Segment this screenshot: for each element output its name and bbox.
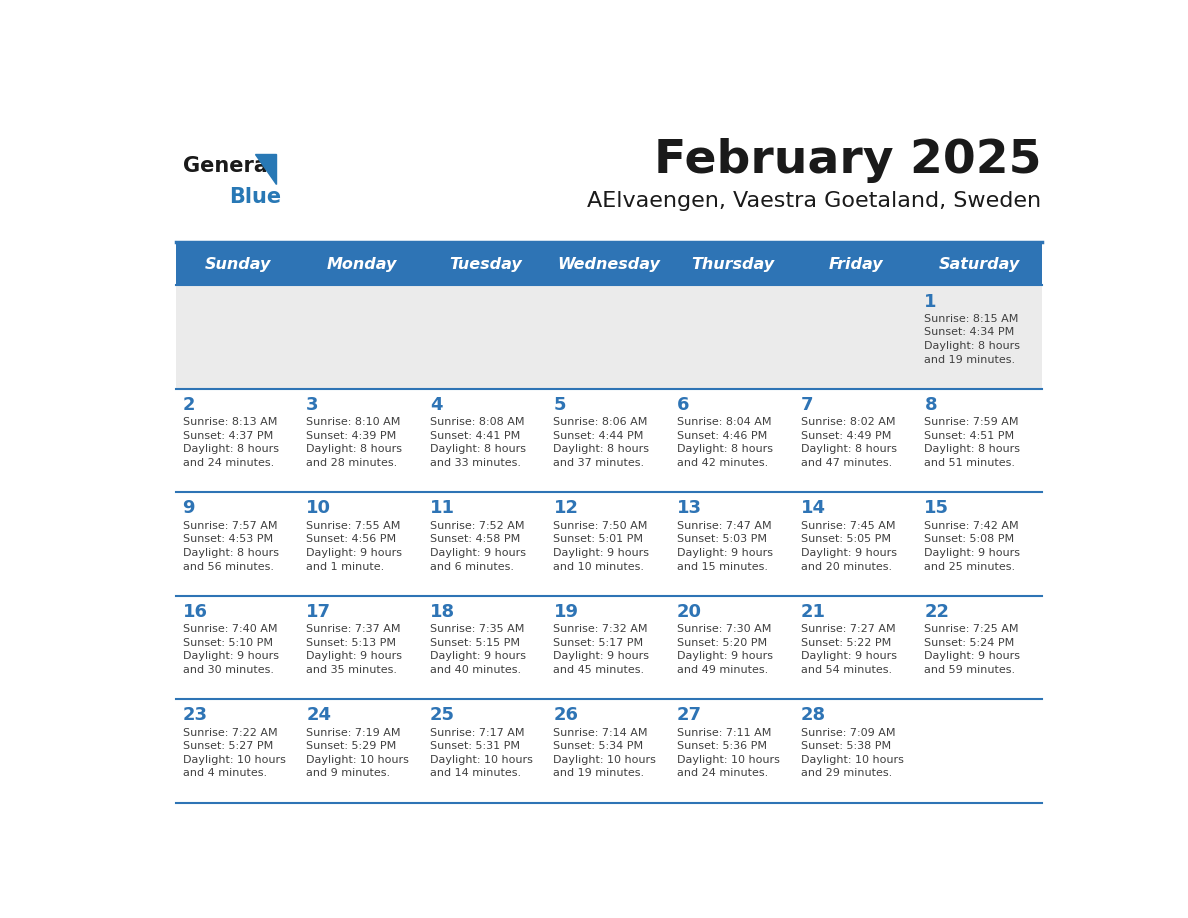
Text: 13: 13 bbox=[677, 499, 702, 518]
Text: Sunrise: 7:52 AM
Sunset: 4:58 PM
Daylight: 9 hours
and 6 minutes.: Sunrise: 7:52 AM Sunset: 4:58 PM Dayligh… bbox=[430, 521, 526, 572]
Text: Sunrise: 7:45 AM
Sunset: 5:05 PM
Daylight: 9 hours
and 20 minutes.: Sunrise: 7:45 AM Sunset: 5:05 PM Dayligh… bbox=[801, 521, 897, 572]
Text: 8: 8 bbox=[924, 396, 937, 414]
Text: 5: 5 bbox=[554, 396, 565, 414]
Text: 24: 24 bbox=[307, 707, 331, 724]
Text: Sunrise: 7:55 AM
Sunset: 4:56 PM
Daylight: 9 hours
and 1 minute.: Sunrise: 7:55 AM Sunset: 4:56 PM Dayligh… bbox=[307, 521, 403, 572]
Text: 27: 27 bbox=[677, 707, 702, 724]
Text: 20: 20 bbox=[677, 603, 702, 621]
Text: Sunrise: 7:30 AM
Sunset: 5:20 PM
Daylight: 9 hours
and 49 minutes.: Sunrise: 7:30 AM Sunset: 5:20 PM Dayligh… bbox=[677, 624, 773, 675]
Text: Sunrise: 7:57 AM
Sunset: 4:53 PM
Daylight: 8 hours
and 56 minutes.: Sunrise: 7:57 AM Sunset: 4:53 PM Dayligh… bbox=[183, 521, 278, 572]
Text: 7: 7 bbox=[801, 396, 814, 414]
Text: 9: 9 bbox=[183, 499, 195, 518]
Text: 2: 2 bbox=[183, 396, 195, 414]
Text: Sunrise: 8:08 AM
Sunset: 4:41 PM
Daylight: 8 hours
and 33 minutes.: Sunrise: 8:08 AM Sunset: 4:41 PM Dayligh… bbox=[430, 417, 526, 468]
Text: Sunrise: 7:25 AM
Sunset: 5:24 PM
Daylight: 9 hours
and 59 minutes.: Sunrise: 7:25 AM Sunset: 5:24 PM Dayligh… bbox=[924, 624, 1020, 675]
Text: Sunrise: 7:37 AM
Sunset: 5:13 PM
Daylight: 9 hours
and 35 minutes.: Sunrise: 7:37 AM Sunset: 5:13 PM Dayligh… bbox=[307, 624, 403, 675]
Text: Sunrise: 8:06 AM
Sunset: 4:44 PM
Daylight: 8 hours
and 37 minutes.: Sunrise: 8:06 AM Sunset: 4:44 PM Dayligh… bbox=[554, 417, 650, 468]
Text: Sunrise: 7:50 AM
Sunset: 5:01 PM
Daylight: 9 hours
and 10 minutes.: Sunrise: 7:50 AM Sunset: 5:01 PM Dayligh… bbox=[554, 521, 650, 572]
Text: General: General bbox=[183, 156, 276, 176]
Text: Sunrise: 7:14 AM
Sunset: 5:34 PM
Daylight: 10 hours
and 19 minutes.: Sunrise: 7:14 AM Sunset: 5:34 PM Dayligh… bbox=[554, 728, 656, 778]
FancyBboxPatch shape bbox=[176, 596, 1042, 700]
Text: 1: 1 bbox=[924, 293, 937, 310]
Text: 11: 11 bbox=[430, 499, 455, 518]
Text: Sunrise: 7:09 AM
Sunset: 5:38 PM
Daylight: 10 hours
and 29 minutes.: Sunrise: 7:09 AM Sunset: 5:38 PM Dayligh… bbox=[801, 728, 904, 778]
Text: Thursday: Thursday bbox=[691, 257, 775, 273]
Text: Sunrise: 8:02 AM
Sunset: 4:49 PM
Daylight: 8 hours
and 47 minutes.: Sunrise: 8:02 AM Sunset: 4:49 PM Dayligh… bbox=[801, 417, 897, 468]
Text: Sunrise: 7:32 AM
Sunset: 5:17 PM
Daylight: 9 hours
and 45 minutes.: Sunrise: 7:32 AM Sunset: 5:17 PM Dayligh… bbox=[554, 624, 650, 675]
Text: Sunrise: 7:59 AM
Sunset: 4:51 PM
Daylight: 8 hours
and 51 minutes.: Sunrise: 7:59 AM Sunset: 4:51 PM Dayligh… bbox=[924, 417, 1020, 468]
Text: 19: 19 bbox=[554, 603, 579, 621]
Text: 21: 21 bbox=[801, 603, 826, 621]
Text: 17: 17 bbox=[307, 603, 331, 621]
Text: 22: 22 bbox=[924, 603, 949, 621]
FancyBboxPatch shape bbox=[176, 389, 1042, 492]
FancyBboxPatch shape bbox=[176, 285, 1042, 389]
Text: Blue: Blue bbox=[229, 186, 282, 207]
Text: 23: 23 bbox=[183, 707, 208, 724]
Text: Sunrise: 7:22 AM
Sunset: 5:27 PM
Daylight: 10 hours
and 4 minutes.: Sunrise: 7:22 AM Sunset: 5:27 PM Dayligh… bbox=[183, 728, 285, 778]
Text: Sunrise: 7:11 AM
Sunset: 5:36 PM
Daylight: 10 hours
and 24 minutes.: Sunrise: 7:11 AM Sunset: 5:36 PM Dayligh… bbox=[677, 728, 781, 778]
Text: Sunrise: 7:19 AM
Sunset: 5:29 PM
Daylight: 10 hours
and 9 minutes.: Sunrise: 7:19 AM Sunset: 5:29 PM Dayligh… bbox=[307, 728, 409, 778]
Text: February 2025: February 2025 bbox=[655, 139, 1042, 184]
Text: Sunday: Sunday bbox=[204, 257, 271, 273]
Text: Sunrise: 8:13 AM
Sunset: 4:37 PM
Daylight: 8 hours
and 24 minutes.: Sunrise: 8:13 AM Sunset: 4:37 PM Dayligh… bbox=[183, 417, 278, 468]
Text: Sunrise: 7:47 AM
Sunset: 5:03 PM
Daylight: 9 hours
and 15 minutes.: Sunrise: 7:47 AM Sunset: 5:03 PM Dayligh… bbox=[677, 521, 773, 572]
Text: 14: 14 bbox=[801, 499, 826, 518]
Text: Sunrise: 7:27 AM
Sunset: 5:22 PM
Daylight: 9 hours
and 54 minutes.: Sunrise: 7:27 AM Sunset: 5:22 PM Dayligh… bbox=[801, 624, 897, 675]
Text: 10: 10 bbox=[307, 499, 331, 518]
Text: Sunrise: 7:35 AM
Sunset: 5:15 PM
Daylight: 9 hours
and 40 minutes.: Sunrise: 7:35 AM Sunset: 5:15 PM Dayligh… bbox=[430, 624, 526, 675]
Text: 16: 16 bbox=[183, 603, 208, 621]
Text: Friday: Friday bbox=[829, 257, 884, 273]
Text: Sunrise: 8:15 AM
Sunset: 4:34 PM
Daylight: 8 hours
and 19 minutes.: Sunrise: 8:15 AM Sunset: 4:34 PM Dayligh… bbox=[924, 314, 1020, 364]
Text: Tuesday: Tuesday bbox=[449, 257, 522, 273]
Text: Sunrise: 7:17 AM
Sunset: 5:31 PM
Daylight: 10 hours
and 14 minutes.: Sunrise: 7:17 AM Sunset: 5:31 PM Dayligh… bbox=[430, 728, 532, 778]
Text: 26: 26 bbox=[554, 707, 579, 724]
FancyBboxPatch shape bbox=[176, 492, 1042, 596]
Text: 3: 3 bbox=[307, 396, 318, 414]
Text: Sunrise: 7:40 AM
Sunset: 5:10 PM
Daylight: 9 hours
and 30 minutes.: Sunrise: 7:40 AM Sunset: 5:10 PM Dayligh… bbox=[183, 624, 278, 675]
Text: 28: 28 bbox=[801, 707, 826, 724]
Text: 15: 15 bbox=[924, 499, 949, 518]
Text: 18: 18 bbox=[430, 603, 455, 621]
Text: Saturday: Saturday bbox=[940, 257, 1020, 273]
Text: AElvaengen, Vaestra Goetaland, Sweden: AElvaengen, Vaestra Goetaland, Sweden bbox=[587, 192, 1042, 211]
Text: Sunrise: 8:10 AM
Sunset: 4:39 PM
Daylight: 8 hours
and 28 minutes.: Sunrise: 8:10 AM Sunset: 4:39 PM Dayligh… bbox=[307, 417, 403, 468]
FancyBboxPatch shape bbox=[176, 244, 1042, 285]
FancyBboxPatch shape bbox=[176, 700, 1042, 803]
Text: Wednesday: Wednesday bbox=[557, 257, 661, 273]
Text: 25: 25 bbox=[430, 707, 455, 724]
Text: 6: 6 bbox=[677, 396, 689, 414]
Polygon shape bbox=[255, 154, 276, 184]
Text: Sunrise: 8:04 AM
Sunset: 4:46 PM
Daylight: 8 hours
and 42 minutes.: Sunrise: 8:04 AM Sunset: 4:46 PM Dayligh… bbox=[677, 417, 773, 468]
Text: Sunrise: 7:42 AM
Sunset: 5:08 PM
Daylight: 9 hours
and 25 minutes.: Sunrise: 7:42 AM Sunset: 5:08 PM Dayligh… bbox=[924, 521, 1020, 572]
Text: 4: 4 bbox=[430, 396, 442, 414]
Text: 12: 12 bbox=[554, 499, 579, 518]
Text: Monday: Monday bbox=[327, 257, 397, 273]
